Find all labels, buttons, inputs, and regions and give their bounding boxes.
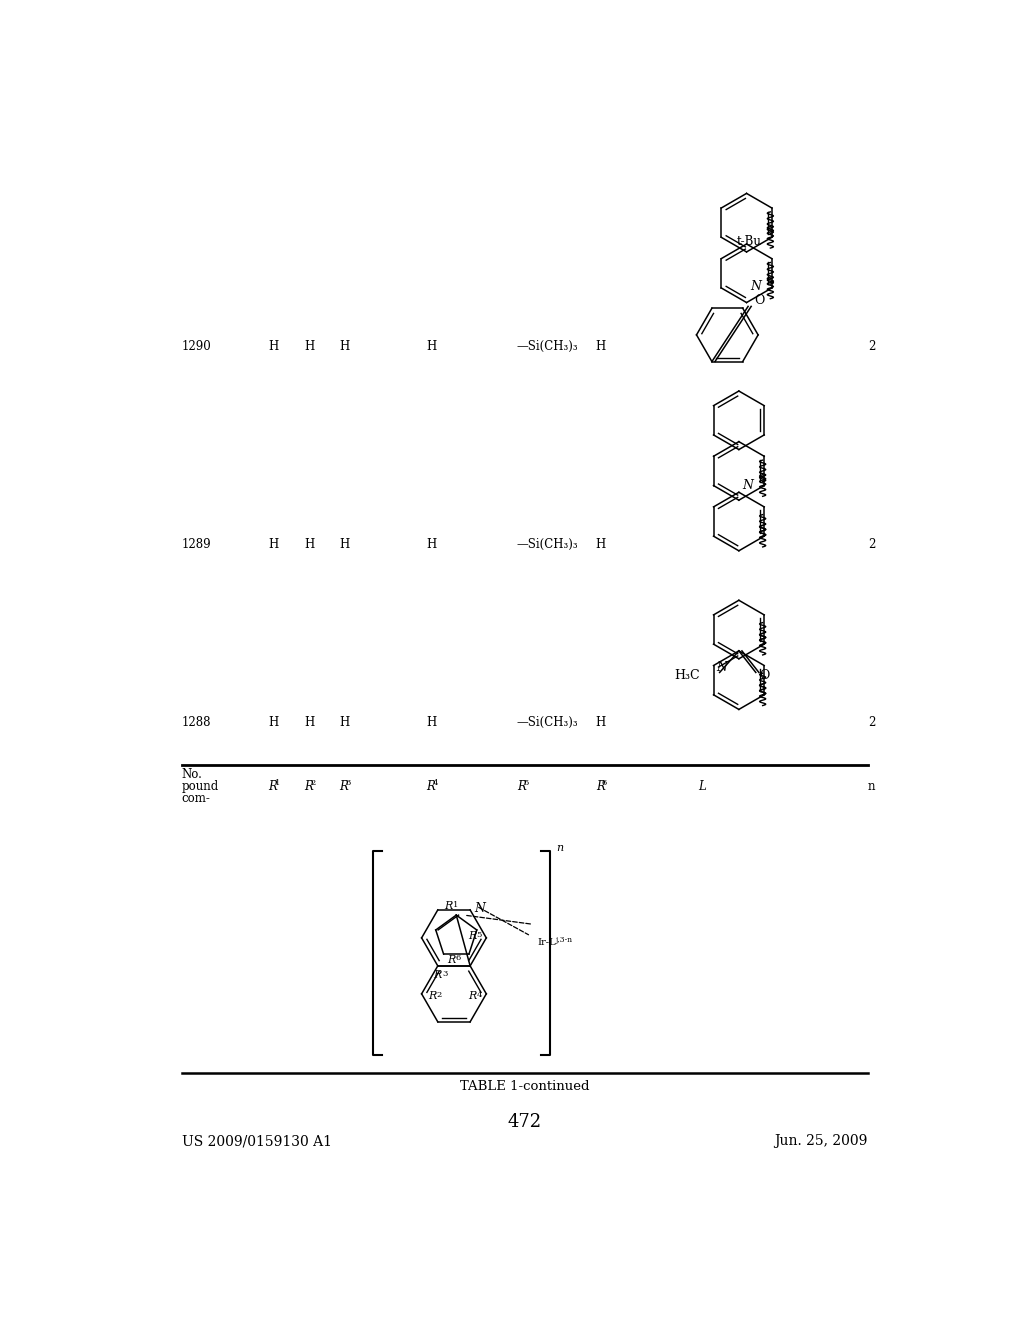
Text: N: N bbox=[474, 902, 485, 915]
Text: R: R bbox=[444, 902, 453, 911]
Text: R: R bbox=[517, 780, 525, 793]
Text: H: H bbox=[304, 539, 314, 552]
Text: n: n bbox=[867, 780, 876, 793]
Text: 1290: 1290 bbox=[182, 341, 212, 352]
Text: H: H bbox=[426, 715, 436, 729]
Text: com-: com- bbox=[182, 792, 211, 805]
Text: R: R bbox=[596, 780, 604, 793]
Text: H: H bbox=[596, 715, 606, 729]
Text: H: H bbox=[426, 341, 436, 352]
Text: H: H bbox=[426, 539, 436, 552]
Text: 4: 4 bbox=[476, 990, 482, 999]
Text: US 2009/0159130 A1: US 2009/0159130 A1 bbox=[182, 1134, 332, 1148]
Text: 2: 2 bbox=[867, 539, 876, 552]
Text: H₃C: H₃C bbox=[675, 669, 700, 682]
Text: O: O bbox=[755, 294, 765, 306]
Text: H: H bbox=[268, 539, 279, 552]
Text: n: n bbox=[556, 843, 563, 853]
Text: R: R bbox=[426, 780, 435, 793]
Text: R: R bbox=[468, 991, 476, 1001]
Text: 6: 6 bbox=[602, 779, 607, 788]
Text: j,3-n: j,3-n bbox=[556, 936, 572, 944]
Text: 1: 1 bbox=[274, 779, 281, 788]
Text: H: H bbox=[304, 715, 314, 729]
Text: H: H bbox=[340, 715, 350, 729]
Text: R: R bbox=[433, 970, 442, 979]
Text: R: R bbox=[268, 780, 278, 793]
Text: N: N bbox=[742, 479, 754, 492]
Text: 2: 2 bbox=[867, 341, 876, 352]
Text: 2: 2 bbox=[310, 779, 315, 788]
Text: 6: 6 bbox=[456, 954, 461, 962]
Text: N: N bbox=[716, 661, 727, 675]
Text: 472: 472 bbox=[508, 1113, 542, 1131]
Text: H: H bbox=[340, 539, 350, 552]
Text: 5: 5 bbox=[477, 931, 482, 939]
Text: N: N bbox=[751, 280, 761, 293]
Text: L: L bbox=[698, 780, 706, 793]
Text: t-Bu: t-Bu bbox=[736, 235, 761, 248]
Text: 2: 2 bbox=[867, 715, 876, 729]
Text: H: H bbox=[268, 715, 279, 729]
Text: H: H bbox=[596, 539, 606, 552]
Text: —Si(CH₃)₃: —Si(CH₃)₃ bbox=[517, 715, 579, 729]
Text: 4: 4 bbox=[432, 779, 438, 788]
Text: R: R bbox=[446, 954, 455, 965]
Text: No.: No. bbox=[182, 768, 203, 780]
Text: —Si(CH₃)₃: —Si(CH₃)₃ bbox=[517, 341, 579, 352]
Text: O: O bbox=[759, 669, 769, 682]
Text: Ir-L: Ir-L bbox=[538, 937, 556, 946]
Text: 1: 1 bbox=[453, 900, 458, 908]
Text: 3: 3 bbox=[346, 779, 351, 788]
Text: H: H bbox=[268, 341, 279, 352]
Text: H: H bbox=[340, 341, 350, 352]
Text: R: R bbox=[468, 932, 476, 941]
Text: 1288: 1288 bbox=[182, 715, 211, 729]
Text: R: R bbox=[340, 780, 348, 793]
Text: H: H bbox=[596, 341, 606, 352]
Text: Jun. 25, 2009: Jun. 25, 2009 bbox=[774, 1134, 867, 1148]
Text: 1289: 1289 bbox=[182, 539, 211, 552]
Text: H: H bbox=[304, 341, 314, 352]
Text: —Si(CH₃)₃: —Si(CH₃)₃ bbox=[517, 539, 579, 552]
Text: TABLE 1-continued: TABLE 1-continued bbox=[460, 1080, 590, 1093]
Text: 5: 5 bbox=[523, 779, 528, 788]
Text: 3: 3 bbox=[442, 970, 447, 978]
Text: R: R bbox=[304, 780, 313, 793]
Text: pound: pound bbox=[182, 780, 219, 793]
Text: 2: 2 bbox=[436, 990, 442, 999]
Text: R: R bbox=[428, 991, 436, 1001]
